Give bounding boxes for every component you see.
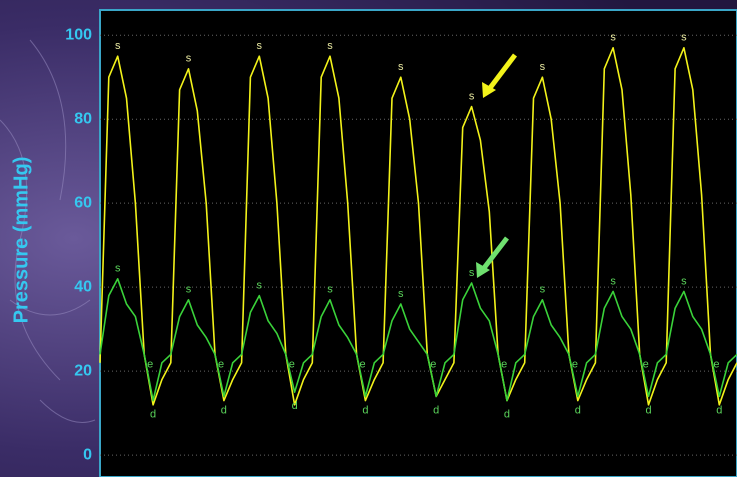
point-label: e: [501, 358, 507, 370]
y-tick-label: 80: [74, 110, 92, 127]
point-label: s: [115, 40, 121, 52]
point-label: d: [433, 404, 439, 416]
point-label: e: [713, 358, 719, 370]
point-label: s: [540, 61, 546, 73]
point-label: s: [540, 284, 546, 296]
point-label: s: [398, 288, 404, 300]
point-label: e: [643, 358, 649, 370]
point-label: s: [186, 53, 192, 65]
y-tick-label: 20: [74, 362, 92, 379]
point-label: d: [362, 404, 368, 416]
y-axis-title: Pressure (mmHg): [10, 157, 32, 324]
point-label: d: [292, 400, 298, 412]
y-tick-label: 0: [83, 446, 92, 463]
point-label: d: [150, 408, 156, 420]
point-label: s: [469, 90, 475, 102]
point-label: s: [186, 284, 192, 296]
point-label: s: [398, 61, 404, 73]
y-tick-label: 100: [65, 26, 92, 43]
point-label: s: [610, 32, 616, 44]
point-label: s: [327, 40, 333, 52]
point-label: s: [257, 279, 263, 291]
point-label: s: [257, 40, 263, 52]
plot-area: [100, 10, 737, 477]
point-label: d: [221, 404, 227, 416]
point-label: s: [681, 32, 687, 44]
point-label: e: [360, 358, 366, 370]
point-label: e: [430, 358, 436, 370]
point-label: d: [645, 404, 651, 416]
point-label: e: [147, 358, 153, 370]
point-label: s: [115, 263, 121, 275]
point-label: e: [572, 358, 578, 370]
point-label: d: [716, 404, 722, 416]
point-label: d: [575, 404, 581, 416]
point-label: s: [469, 267, 475, 279]
point-label: s: [610, 275, 616, 287]
point-label: s: [327, 284, 333, 296]
point-label: e: [218, 358, 224, 370]
point-label: e: [289, 358, 295, 370]
page: Pressure (mmHg) 0 20 40 60 80 100 s s s s s s s s s s e d…: [0, 0, 737, 477]
point-label: d: [504, 408, 510, 420]
point-label: s: [681, 275, 687, 287]
y-tick-label: 40: [74, 278, 92, 295]
y-tick-label: 60: [74, 194, 92, 211]
chart: Pressure (mmHg) 0 20 40 60 80 100 s s s s s s s s s s e d…: [0, 0, 737, 477]
